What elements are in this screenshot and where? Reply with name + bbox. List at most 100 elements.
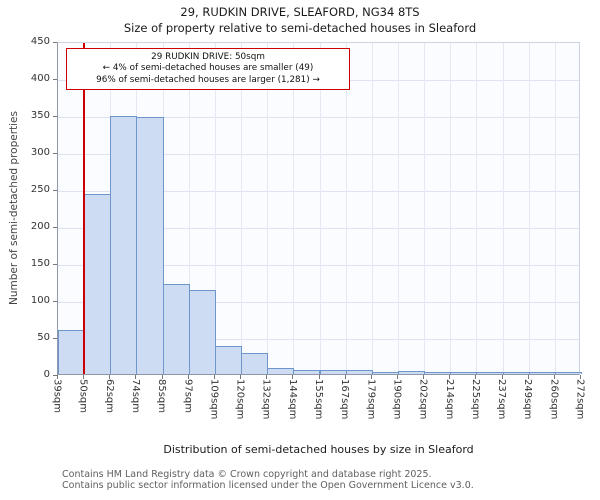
h-gridline (58, 191, 579, 192)
footer-line1: Contains HM Land Registry data © Crown c… (62, 469, 432, 480)
y-axis-label: Number of semi-detached properties (8, 111, 20, 305)
x-tick-mark (449, 375, 451, 379)
v-gridline (450, 43, 452, 374)
x-tick-mark (292, 375, 294, 379)
y-tick-mark (53, 227, 57, 228)
x-tick-mark (501, 375, 503, 379)
x-tick-label: 120sqm (234, 379, 246, 420)
histogram-bar-109sqm (214, 345, 243, 374)
annotation-line3: 96% of semi-detached houses are larger (… (96, 74, 320, 85)
x-tick-label: 214sqm (443, 379, 455, 420)
v-gridline (476, 43, 478, 374)
histogram-bar-179sqm (371, 372, 399, 374)
h-gridline (58, 117, 579, 118)
x-tick-mark (423, 375, 425, 379)
v-gridline (554, 43, 556, 374)
y-tick-mark (53, 264, 57, 265)
x-tick-label: 144sqm (286, 379, 298, 420)
histogram-bar-155sqm (319, 370, 347, 374)
y-tick-mark (53, 153, 57, 154)
plot-area: 29 RUDKIN DRIVE: 50sqm ← 4% of semi-deta… (57, 42, 582, 375)
y-tick-label: 450 (30, 36, 50, 47)
annotation-box: 29 RUDKIN DRIVE: 50sqm ← 4% of semi-deta… (66, 48, 350, 91)
y-tick-label: 100 (30, 295, 50, 306)
histogram-bar-214sqm (450, 372, 478, 374)
histogram-bar-74sqm (136, 117, 164, 374)
y-tick-label: 300 (30, 147, 50, 158)
x-tick-mark (213, 375, 215, 379)
x-axis-label: Distribution of semi-detached houses by … (163, 443, 474, 456)
x-tick-mark (396, 375, 398, 379)
y-tick-mark (53, 42, 57, 43)
x-tick-mark (109, 375, 111, 379)
annotation-line2: ← 4% of semi-detached houses are smaller… (102, 63, 314, 74)
y-tick-label: 50 (37, 332, 50, 343)
x-tick-label: 155sqm (313, 379, 324, 420)
y-tick-label: 250 (30, 184, 50, 195)
property-size-marker-line (83, 43, 86, 374)
x-tick-label: 97sqm (182, 379, 194, 414)
v-gridline (528, 43, 530, 374)
h-gridline (58, 339, 579, 340)
y-tick-label: 400 (30, 73, 50, 84)
y-tick-label: 0 (43, 369, 50, 380)
v-gridline (319, 43, 321, 374)
histogram-bar-225sqm (476, 372, 504, 374)
y-tick-mark (53, 190, 57, 191)
histogram-bar-97sqm (188, 289, 216, 374)
v-gridline (241, 43, 243, 374)
x-tick-mark (240, 375, 242, 379)
x-tick-label: 62sqm (103, 379, 115, 414)
y-tick-mark (53, 116, 57, 117)
histogram-bar-249sqm (528, 372, 556, 374)
y-tick-mark (53, 375, 57, 376)
x-tick-label: 179sqm (365, 379, 377, 420)
histogram-bar-120sqm (241, 353, 269, 374)
x-tick-label: 39sqm (51, 379, 63, 414)
x-tick-label: 237sqm (496, 379, 508, 420)
histogram-bar-237sqm (502, 372, 530, 374)
v-gridline (502, 43, 504, 374)
x-tick-mark (135, 375, 137, 379)
v-gridline (267, 43, 269, 374)
x-tick-mark (475, 375, 477, 379)
v-gridline (293, 43, 295, 374)
x-tick-mark (370, 375, 372, 379)
annotation-line1: 29 RUDKIN DRIVE: 50sqm (151, 52, 265, 62)
x-tick-mark (553, 375, 555, 379)
x-tick-label: 167sqm (339, 379, 351, 420)
x-tick-label: 74sqm (129, 379, 141, 414)
x-tick-label: 225sqm (469, 379, 481, 420)
histogram-bar-167sqm (345, 370, 373, 374)
x-tick-label: 249sqm (522, 379, 534, 420)
y-tick-mark (53, 79, 57, 80)
x-tick-label: 50sqm (77, 379, 89, 414)
v-gridline (397, 43, 399, 374)
x-tick-mark (161, 375, 163, 379)
h-gridline (58, 228, 579, 229)
histogram-bar-260sqm (554, 372, 582, 374)
footer: Contains HM Land Registry data © Crown c… (62, 469, 474, 491)
y-tick-mark (53, 338, 57, 339)
y-tick-label: 150 (30, 258, 50, 269)
v-gridline (214, 43, 216, 374)
x-tick-label: 85sqm (156, 379, 168, 414)
chart-title: 29, RUDKIN DRIVE, SLEAFORD, NG34 8TS (180, 5, 420, 19)
v-gridline (424, 43, 426, 374)
x-tick-mark (83, 375, 85, 379)
x-tick-mark (344, 375, 346, 379)
footer-line2: Contains public sector information licen… (62, 480, 474, 492)
x-tick-mark (266, 375, 268, 379)
x-tick-label: 190sqm (391, 379, 403, 420)
h-gridline (58, 265, 579, 266)
x-tick-mark (187, 375, 189, 379)
x-tick-label: 202sqm (417, 379, 429, 420)
x-tick-mark (318, 375, 320, 379)
v-gridline (345, 43, 347, 374)
x-tick-label: 132sqm (260, 379, 272, 420)
y-tick-label: 350 (30, 110, 50, 121)
y-tick-mark (53, 301, 57, 302)
histogram-bar-202sqm (424, 372, 452, 374)
h-gridline (58, 302, 579, 303)
histogram-bar-85sqm (162, 283, 190, 374)
